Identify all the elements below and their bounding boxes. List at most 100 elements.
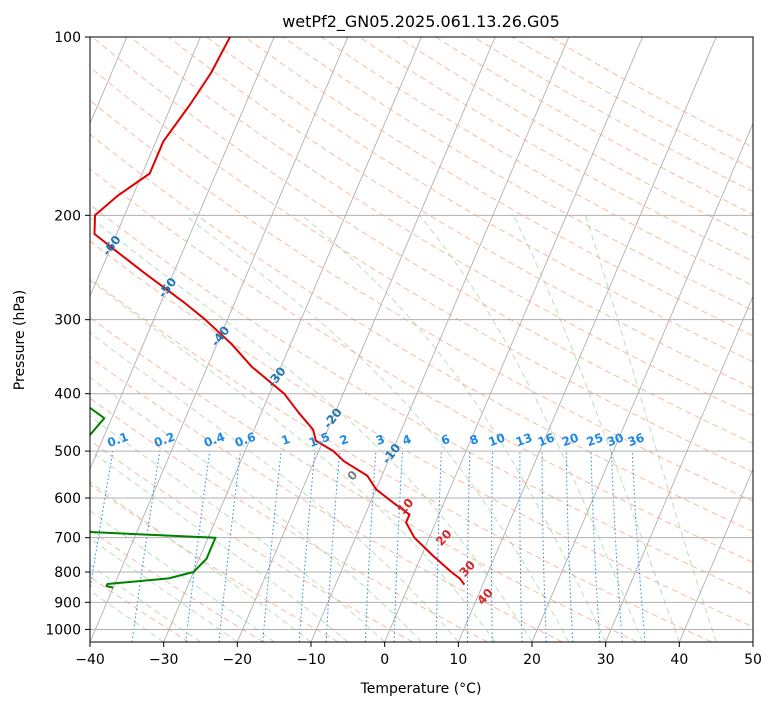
x-tick-label: 50: [744, 652, 762, 668]
mixing-ratio-label-group: 4: [400, 432, 413, 448]
dry-adiabat-label: -80: [0, 145, 14, 171]
x-tick-label: −30: [149, 652, 179, 668]
isotherm-line: [384, 37, 643, 642]
moist-adiabat-label-group: 10: [395, 496, 417, 518]
dry-adiabat-line: [90, 483, 339, 642]
moist-adiabat-line: [418, 214, 643, 642]
dry-adiabat-label-group: -80: [0, 145, 14, 171]
mixing-ratio-label: 20: [560, 430, 580, 449]
x-tick-label: 30: [597, 652, 615, 668]
isotherm-line: [163, 37, 422, 642]
line-labels: -100-90-80-70-60-50-40-30-20-100.10.20.4…: [0, 145, 646, 608]
mixing-ratio-label-group: 1: [279, 432, 292, 448]
mixing-ratio-label-group: 20: [560, 430, 580, 449]
dry-adiabat-line: [511, 37, 753, 170]
mixing-ratio-label: 0.2: [152, 430, 177, 450]
y-tick-label: 500: [54, 444, 81, 460]
mixing-ratio-label-group: 16: [536, 430, 556, 449]
mixing-ratio-label: 4: [400, 432, 413, 448]
moist-adiabat-line: [585, 215, 717, 642]
mixing-ratio-label-group: 0.2: [152, 430, 177, 450]
x-axis-ticks: −40 −30 −20 −10 0 10 20 30 40 50: [75, 642, 762, 668]
pressure-gridlines: [90, 37, 753, 630]
moist-adiabat-line: [301, 214, 607, 642]
moist-adiabat-line: [90, 510, 275, 642]
mixing-ratio-label-group: 36: [626, 430, 646, 449]
dry-adiabat-line: [90, 203, 753, 595]
x-tick-label: −40: [75, 652, 105, 668]
mixing-ratio-label: 30: [605, 430, 625, 449]
moist-adiabat-lines: [90, 214, 717, 642]
moist-adiabat-line: [90, 376, 422, 642]
mixing-ratio-line: [218, 451, 241, 642]
mixing-ratio-label: 16: [536, 430, 556, 449]
mixing-ratio-line: [131, 451, 161, 642]
y-tick-label: 900: [54, 595, 81, 611]
y-tick-label: 800: [54, 565, 81, 581]
dry-adiabat-line: [90, 576, 190, 642]
mixing-ratio-label: 13: [514, 430, 534, 449]
isotherm-line: [90, 37, 201, 298]
moist-adiabat-label-group: 40: [474, 586, 496, 608]
sounding-profiles: [90, 37, 466, 589]
mixing-ratio-line: [185, 451, 211, 642]
isotherm-line: [752, 640, 753, 642]
mixing-ratio-line: [262, 451, 282, 642]
plot-area: -100-90-80-70-60-50-40-30-20-100.10.20.4…: [0, 37, 753, 642]
y-tick-label: 1000: [45, 622, 81, 638]
x-tick-label: 40: [670, 652, 688, 668]
mixing-ratio-label: 36: [626, 430, 646, 449]
mixing-ratio-label-group: 30: [605, 430, 625, 449]
moist-adiabat-line: [90, 481, 312, 642]
mixing-ratio-label: 0.1: [105, 430, 130, 450]
moist-adiabat-line: [90, 449, 349, 642]
mixing-ratio-label: 1.5: [307, 430, 332, 450]
moist-adiabat-line: [90, 216, 533, 642]
dry-adiabat-label-group: -40: [208, 323, 232, 349]
plot-frame: [89, 36, 754, 643]
moist-adiabat-line: [90, 331, 459, 642]
dry-adiabat-line: [244, 37, 753, 337]
mixing-ratio-label-group: 25: [585, 430, 605, 449]
mixing-ratio-lines: [90, 451, 646, 642]
dry-adiabat-line: [90, 66, 753, 473]
moist-adiabat-line: [90, 415, 386, 642]
mixing-ratio-label-group: 10: [486, 430, 506, 449]
dry-adiabat-label: -30: [264, 364, 288, 390]
dry-adiabat-line: [90, 397, 488, 642]
isotherm-line: [678, 468, 753, 642]
y-tick-label: 300: [54, 313, 81, 329]
mixing-ratio-label-group: 13: [514, 430, 534, 449]
dry-adiabat-line: [90, 316, 638, 642]
x-tick-label: −10: [296, 652, 326, 668]
x-tick-label: 10: [449, 652, 467, 668]
isotherm-line: [531, 122, 753, 642]
moist-adiabat-label: 20: [433, 527, 455, 549]
dry-adiabat-line: [90, 356, 563, 642]
mixing-ratio-line: [631, 451, 646, 642]
mixing-ratio-label: 0.6: [233, 430, 258, 450]
isotherm-line: [90, 37, 275, 471]
dry-adiabat-line: [90, 440, 414, 642]
mixing-ratio-label: 8: [468, 432, 481, 448]
mixing-ratio-label: 0.4: [202, 430, 227, 450]
mixing-ratio-label-group: 0.1: [105, 430, 130, 450]
mixing-ratio-line: [298, 451, 316, 642]
dry-adiabat-line: [167, 37, 753, 389]
moist-adiabat-line: [184, 214, 570, 642]
x-axis-title: Temperature (°C): [360, 681, 482, 697]
dry-adiabat-label-group: -20: [321, 405, 345, 431]
mixing-ratio-label-group: 2: [338, 432, 351, 448]
moist-adiabat-line: [90, 564, 201, 642]
mixing-ratio-line: [90, 451, 114, 593]
mixing-ratio-label-group: 0.6: [233, 430, 258, 450]
y-tick-label: 700: [54, 531, 81, 547]
dry-adiabat-line: [358, 37, 753, 263]
moist-adiabat-line: [90, 279, 496, 642]
x-tick-label: 20: [523, 652, 541, 668]
mixing-ratio-label-group: 6: [439, 432, 452, 448]
x-tick-label: −20: [223, 652, 253, 668]
dry-adiabat-line: [90, 529, 264, 642]
mixing-ratio-line: [519, 451, 523, 642]
chart-title: wetPf2_GN05.2025.061.13.26.G05: [282, 12, 560, 32]
